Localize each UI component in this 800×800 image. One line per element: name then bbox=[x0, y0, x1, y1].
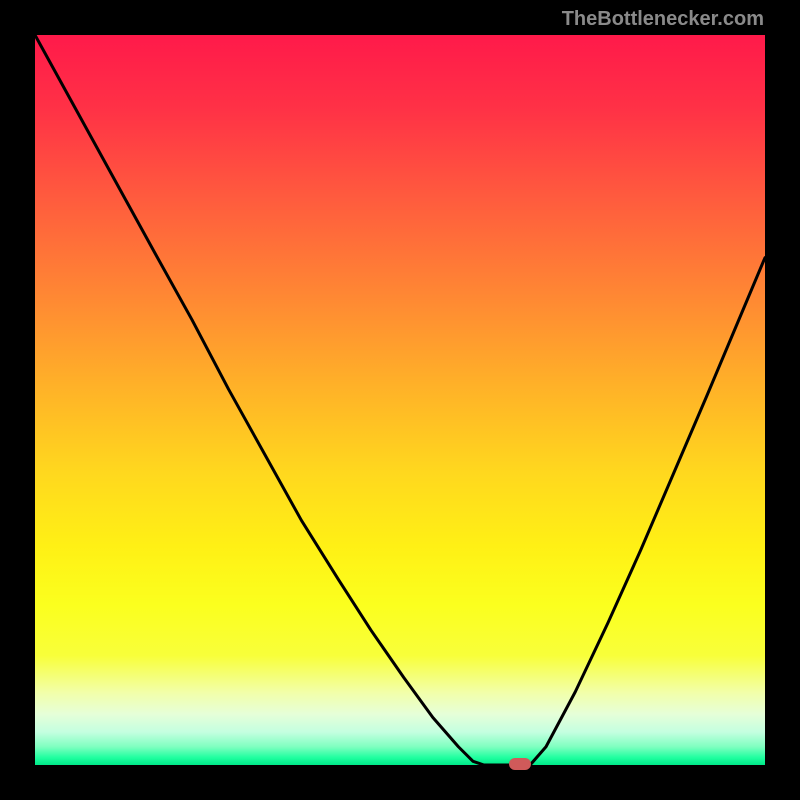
bottleneck-curve bbox=[35, 35, 765, 765]
plot-area bbox=[35, 35, 765, 765]
chart-container: TheBottlenecker.com bbox=[0, 0, 800, 800]
watermark-text: TheBottlenecker.com bbox=[562, 8, 764, 31]
optimal-marker bbox=[509, 758, 531, 770]
